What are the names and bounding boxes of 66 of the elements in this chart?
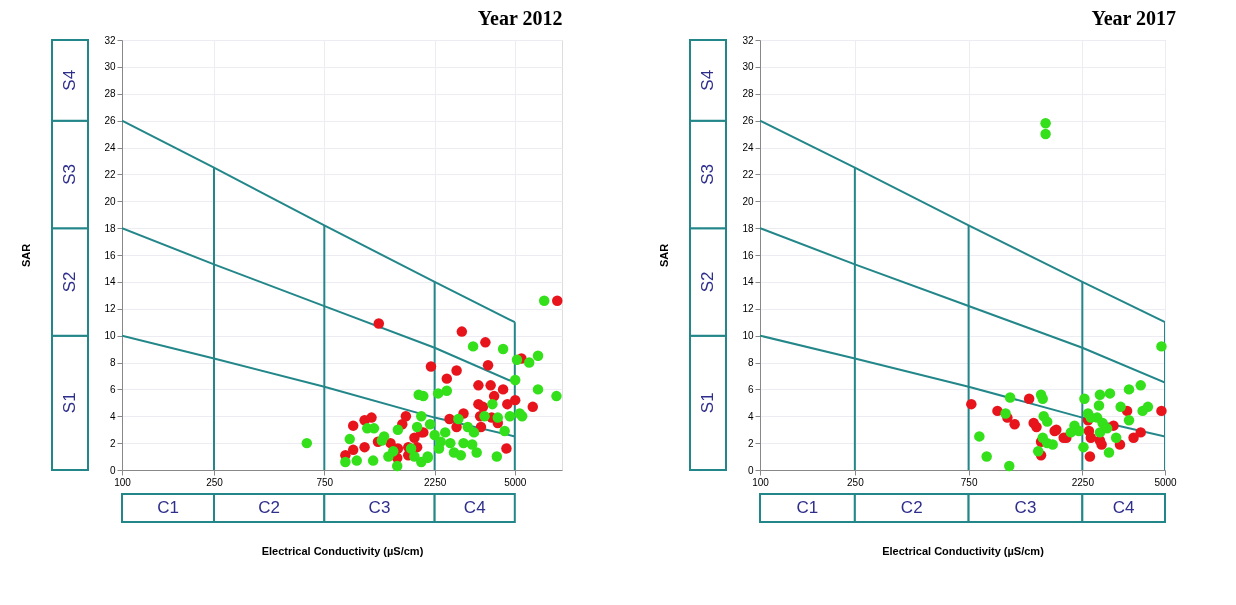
y-tick-label: 32 [104,34,116,46]
y-tick-label: 14 [104,276,116,288]
x-tick-label: 750 [316,476,334,488]
text: S2 [60,271,79,293]
y-tick-label: 24 [742,142,754,153]
y-tick-label: 4 [109,410,116,422]
text: C2 [900,498,923,517]
y-tick-label: 24 [104,142,116,153]
y-tick-label: 28 [742,88,754,100]
y-tick-label: 18 [104,222,116,234]
y-tick-label: 10 [104,330,116,342]
x-tick-label: 2250 [1071,476,1095,488]
text: S2 [698,271,717,293]
y-tick-label: 22 [742,168,754,180]
text: S3 [698,163,717,185]
y-tick-label: 26 [104,115,116,127]
text: C3 [1014,498,1037,517]
y-tick-label: 6 [109,383,116,395]
y-tick-label: 30 [104,61,116,73]
y-tick-label: 16 [742,249,754,261]
chart-title: Year 2017 [1091,7,1177,29]
y-axis-title: SAR [658,243,671,268]
y-tick-label: 4 [747,410,754,422]
y-tick-label: 28 [104,88,116,100]
text: C4 [463,498,486,517]
y-tick-label: 2 [747,437,754,449]
y-tick-label: 32 [742,34,754,46]
y-tick-label: 18 [742,222,754,234]
y-tick-label: 0 [109,464,116,476]
y-tick-label: 22 [104,168,116,180]
y-tick-label: 20 [104,195,116,207]
y-tick-label: 10 [742,330,754,342]
y-tick-label: 2 [109,437,116,449]
x-tick-label: 100 [114,476,132,488]
x-axis-title: Electrical Conductivity (µS/cm) [882,544,1045,557]
x-tick-label: 250 [847,476,865,488]
y-tick-label: 26 [742,115,754,127]
y-tick-label: 8 [109,357,116,368]
y-tick-label: 0 [747,464,754,476]
text: C3 [368,498,391,517]
text: C1 [796,498,819,517]
x-tick-label: 2250 [424,476,447,488]
text: S4 [698,69,717,91]
y-tick-label: 16 [104,249,116,261]
y-tick-label: 12 [742,303,754,315]
y-tick-label: 12 [104,303,116,315]
y-axis-title: SAR [20,243,33,268]
y-tick-label: 6 [747,383,754,395]
text: C4 [1112,498,1135,517]
x-tick-label: 5000 [1154,476,1178,488]
y-tick-label: 30 [742,61,754,73]
text: S4 [60,69,79,91]
text: S1 [698,392,717,414]
x-tick-label: 5000 [504,476,527,488]
x-tick-label: 100 [752,476,770,488]
x-axis-title: Electrical Conductivity (µS/cm) [261,544,424,557]
x-tick-label: 750 [960,476,978,488]
text: S1 [60,392,79,414]
y-tick-label: 14 [742,276,754,288]
text: S3 [60,163,79,185]
text: C1 [157,498,179,517]
text: C2 [258,498,281,517]
y-tick-label: 8 [747,357,754,368]
chart-title: Year 2012 [477,7,563,29]
y-tick-label: 20 [742,195,754,207]
x-tick-label: 250 [206,476,224,488]
